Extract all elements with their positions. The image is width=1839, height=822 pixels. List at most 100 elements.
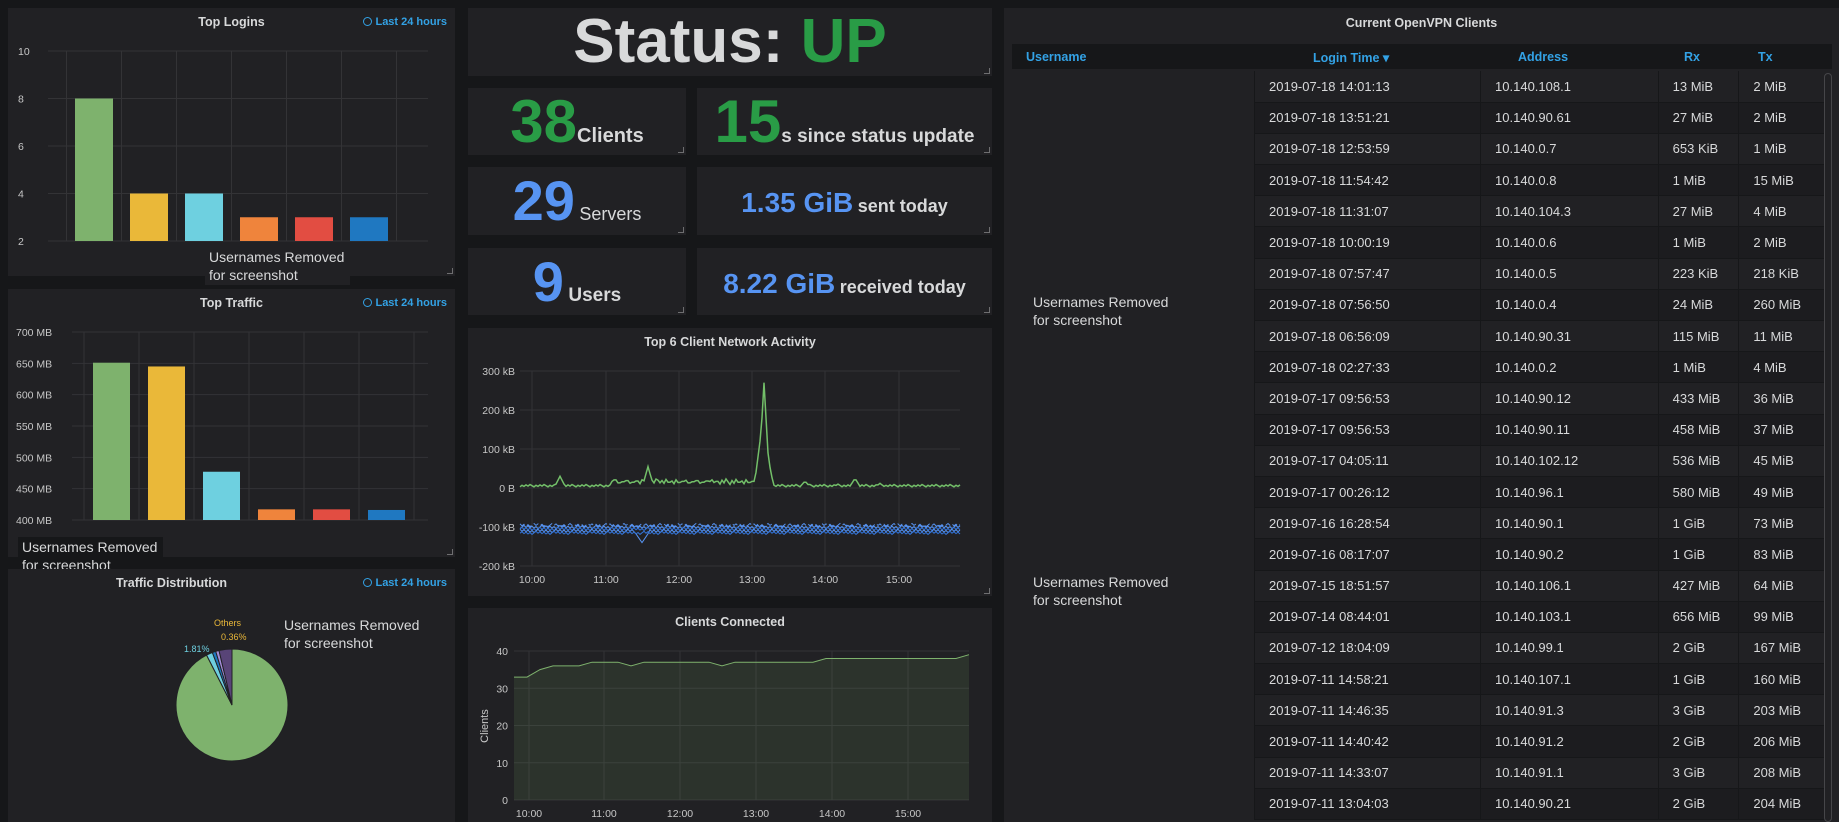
- y-tick-label: 200 kB: [482, 405, 515, 417]
- rx-cell: 115 MiB: [1657, 320, 1739, 353]
- column-address[interactable]: Address: [1518, 50, 1568, 64]
- traffic-distribution-range-label: Last 24 hours: [375, 577, 447, 589]
- users-stat-label: Users: [568, 285, 622, 306]
- rx-cell: 1 GiB: [1657, 663, 1739, 696]
- table-row[interactable]: 2019-07-16 08:17:07 10.140.90.2 1 GiB 83 Mi…: [1253, 538, 1825, 571]
- table-row[interactable]: 2019-07-18 14:01:13 10.140.108.1 13 MiB 2 M…: [1253, 71, 1825, 103]
- table-row[interactable]: 2019-07-17 09:56:53 10.140.90.11 458 MiB 37…: [1253, 414, 1825, 446]
- pie-label: 1.81%: [184, 644, 210, 654]
- table-row[interactable]: 2019-07-18 06:56:09 10.140.90.31 115 MiB 11…: [1253, 320, 1825, 353]
- table-header: [1012, 44, 1832, 69]
- resize-handle[interactable]: [984, 147, 990, 153]
- address-cell: 10.140.107.1: [1480, 663, 1659, 696]
- bar: [75, 98, 113, 241]
- network-activity-chart: 300 kB 200 kB 100 kB 0 B -100 kB -200 kB 10:00…: [479, 366, 961, 586]
- traffic-distribution-range[interactable]: Last 24 hours: [363, 577, 447, 589]
- column-username[interactable]: Username: [1026, 50, 1086, 64]
- top-logins-panel: Top Logins Last 24 hours 10 8 6 4 2: [8, 8, 455, 276]
- login-time-cell: 2019-07-18 02:27:33: [1253, 351, 1481, 384]
- table-row[interactable]: 2019-07-11 13:04:03 10.140.90.21 2 GiB 204 …: [1253, 788, 1825, 821]
- series-area: [514, 654, 969, 800]
- login-time-cell: 2019-07-15 18:51:57: [1253, 570, 1481, 602]
- address-cell: 10.140.103.1: [1480, 601, 1659, 633]
- y-tick-label: 500 MB: [16, 452, 52, 464]
- rx-cell: 24 MiB: [1657, 289, 1739, 322]
- x-tick-label: 15:00: [895, 808, 921, 820]
- column-rx[interactable]: Rx: [1684, 50, 1700, 64]
- tx-cell: 45 MiB: [1738, 445, 1825, 477]
- bar: [203, 471, 240, 520]
- resize-handle[interactable]: [984, 68, 990, 74]
- top-logins-note: Usernames Removed for screenshot: [205, 247, 350, 285]
- openvpn-table: 2019-07-18 14:01:13 10.140.108.1 13 MiB 2 M…: [1253, 71, 1825, 821]
- table-row[interactable]: 2019-07-11 14:33:07 10.140.91.1 3 GiB 208 M…: [1253, 757, 1825, 789]
- clock-icon: [363, 298, 373, 307]
- y-tick-label: 0 B: [499, 483, 515, 495]
- address-cell: 10.140.99.1: [1480, 632, 1659, 665]
- resize-handle[interactable]: [984, 307, 990, 313]
- table-row[interactable]: 2019-07-17 00:26:12 10.140.96.1 580 MiB 49 …: [1253, 476, 1825, 509]
- table-row[interactable]: 2019-07-18 13:51:21 10.140.90.61 27 MiB 2 M…: [1253, 102, 1825, 134]
- table-row[interactable]: 2019-07-12 18:04:09 10.140.99.1 2 GiB 167 M…: [1253, 632, 1825, 665]
- traffic-distribution-panel: Traffic Distribution Last 24 hours 1.81%…: [8, 569, 455, 822]
- y-tick-label: 550 MB: [16, 421, 52, 433]
- openvpn-note-1: Usernames Removed for screenshot: [1029, 292, 1179, 330]
- table-row[interactable]: 2019-07-17 04:05:11 10.140.102.12 536 MiB 4…: [1253, 445, 1825, 477]
- rx-cell: 536 MiB: [1657, 445, 1739, 477]
- resize-handle[interactable]: [984, 227, 990, 233]
- tx-cell: 99 MiB: [1738, 601, 1825, 633]
- tx-cell: 167 MiB: [1738, 632, 1825, 665]
- resize-handle[interactable]: [678, 147, 684, 153]
- login-time-cell: 2019-07-17 04:05:11: [1253, 445, 1481, 477]
- resize-handle[interactable]: [678, 307, 684, 313]
- table-row[interactable]: 2019-07-18 11:54:42 10.140.0.8 1 MiB 15 MiB: [1253, 164, 1825, 197]
- address-cell: 10.140.0.4: [1480, 289, 1659, 322]
- table-row[interactable]: 2019-07-18 12:53:59 10.140.0.7 653 KiB 1 Mi…: [1253, 133, 1825, 166]
- login-time-cell: 2019-07-17 09:56:53: [1253, 414, 1481, 446]
- table-row[interactable]: 2019-07-11 14:46:35 10.140.91.3 3 GiB 203 M…: [1253, 694, 1825, 727]
- rx-cell: 2 GiB: [1657, 725, 1739, 758]
- login-time-cell: 2019-07-18 11:54:42: [1253, 164, 1481, 197]
- tx-cell: 218 KiB: [1738, 258, 1825, 290]
- rx-cell: 580 MiB: [1657, 476, 1739, 509]
- resize-handle[interactable]: [984, 588, 990, 594]
- rx-cell: 653 KiB: [1657, 133, 1739, 166]
- y-tick-label: 4: [18, 189, 24, 201]
- address-cell: 10.140.0.6: [1480, 226, 1659, 259]
- y-tick-label: 6: [18, 141, 24, 153]
- scrollbar[interactable]: [1824, 73, 1832, 822]
- top-logins-range[interactable]: Last 24 hours: [363, 16, 447, 28]
- table-row[interactable]: 2019-07-18 02:27:33 10.140.0.2 1 MiB 4 MiB: [1253, 351, 1825, 384]
- since-stat-label: s since status update: [781, 126, 975, 147]
- resize-handle[interactable]: [447, 549, 453, 555]
- top-traffic-range[interactable]: Last 24 hours: [363, 297, 447, 309]
- column-tx[interactable]: Tx: [1758, 50, 1773, 64]
- table-row[interactable]: 2019-07-18 07:57:47 10.140.0.5 223 KiB 218 …: [1253, 258, 1825, 290]
- table-row[interactable]: 2019-07-18 10:00:19 10.140.0.6 1 MiB 2 MiB: [1253, 226, 1825, 259]
- table-row[interactable]: 2019-07-15 18:51:57 10.140.106.1 427 MiB 64…: [1253, 570, 1825, 602]
- y-tick-label: 2: [18, 236, 24, 248]
- rx-cell: 2 GiB: [1657, 632, 1739, 665]
- login-time-cell: 2019-07-18 13:51:21: [1253, 102, 1481, 134]
- sort-desc-icon: ▾: [1382, 51, 1390, 65]
- column-login-time[interactable]: Login Time ▾: [1313, 50, 1389, 65]
- sent-stat-panel: 1.35 GiB sent today: [697, 167, 992, 235]
- resize-handle[interactable]: [447, 268, 453, 274]
- table-row[interactable]: 2019-07-11 14:58:21 10.140.107.1 1 GiB 160 …: [1253, 663, 1825, 696]
- received-stat-value: 8.22 GiB: [723, 268, 836, 299]
- top-traffic-title: Top Traffic: [200, 296, 263, 310]
- x-tick-label: 11:00: [591, 808, 617, 820]
- table-row[interactable]: 2019-07-18 07:56:50 10.140.0.4 24 MiB 260 M…: [1253, 289, 1825, 322]
- y-tick-label: 10: [18, 46, 30, 58]
- resize-handle[interactable]: [678, 227, 684, 233]
- received-stat: 8.22 GiB received today: [697, 250, 992, 315]
- network-activity-title: Top 6 Client Network Activity: [644, 335, 816, 349]
- table-row[interactable]: 2019-07-11 14:40:42 10.140.91.2 2 GiB 206 M…: [1253, 725, 1825, 758]
- sent-stat: 1.35 GiB sent today: [697, 169, 992, 235]
- table-row[interactable]: 2019-07-17 09:56:53 10.140.90.12 433 MiB 36…: [1253, 382, 1825, 415]
- table-row[interactable]: 2019-07-14 08:44:01 10.140.103.1 656 MiB 99…: [1253, 601, 1825, 633]
- y-tick-label: -200 kB: [479, 561, 515, 573]
- table-row[interactable]: 2019-07-18 11:31:07 10.140.104.3 27 MiB 4 M…: [1253, 195, 1825, 228]
- table-row[interactable]: 2019-07-16 16:28:54 10.140.90.1 1 GiB 73 Mi…: [1253, 507, 1825, 540]
- x-tick-label: 12:00: [666, 574, 692, 586]
